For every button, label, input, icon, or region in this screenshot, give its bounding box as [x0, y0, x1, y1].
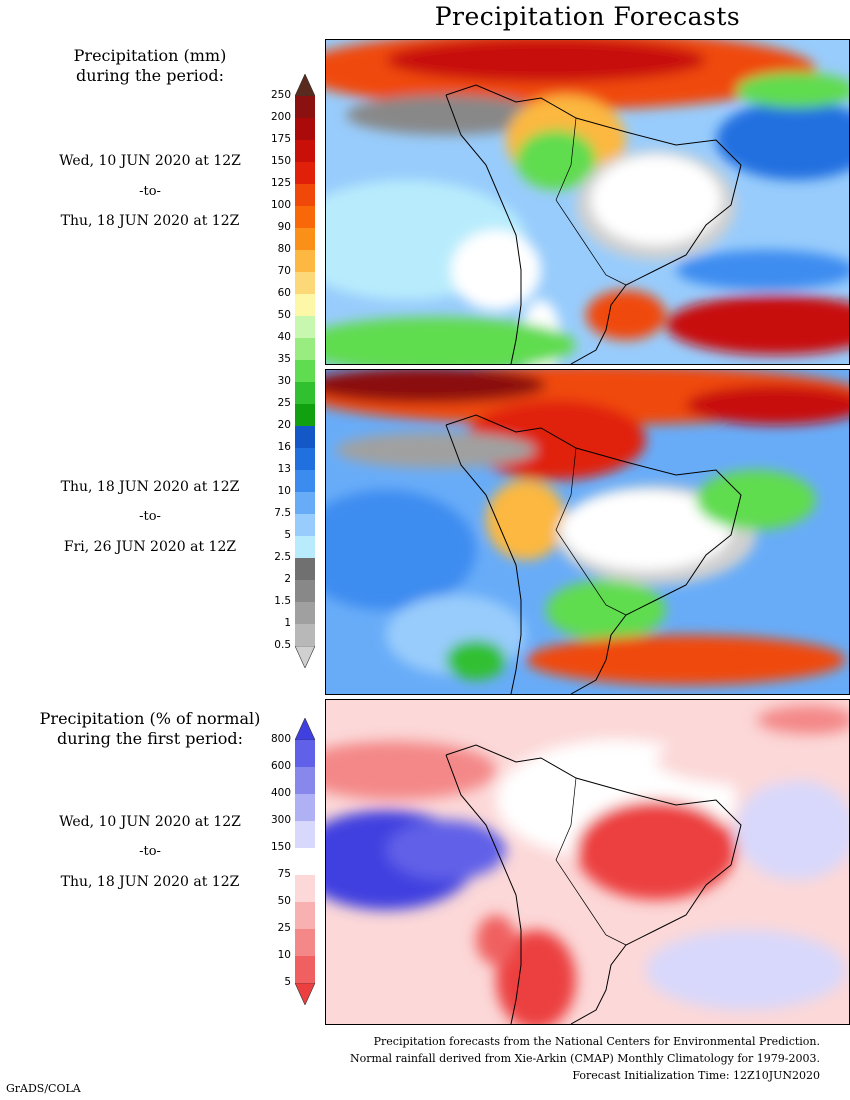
- precip-colorbar-label: 125: [270, 177, 291, 189]
- precip-colorbar-label: 20: [277, 419, 291, 431]
- anomaly-colorbar-label: 25: [277, 922, 291, 934]
- precip-colorbar-cell: [295, 228, 315, 250]
- panel1-separator: -to-: [139, 184, 161, 199]
- panel2-end-date: Fri, 26 JUN 2020 at 12Z: [63, 539, 237, 555]
- precip-colorbar-top-arrow: [295, 74, 315, 96]
- precip-colorbar-cell: [295, 558, 315, 580]
- precip-colorbar-label: 25: [277, 397, 291, 409]
- anomaly-colorbar-label: 800: [270, 733, 291, 745]
- panel1-header: Precipitation (mm) during the period:: [0, 46, 300, 86]
- precip-colorbar-label: 90: [277, 221, 291, 233]
- precip-colorbar-cell: [295, 294, 315, 316]
- footer-init-time: Forecast Initialization Time: 12Z10JUN20…: [572, 1069, 820, 1082]
- precip-colorbar-cell: [295, 272, 315, 294]
- precip-colorbar-cell: [295, 536, 315, 558]
- precip-colorbar-cell: [295, 360, 315, 382]
- anomaly-colorbar-cell: [295, 956, 315, 983]
- precip-colorbar-label: 150: [270, 155, 291, 167]
- precip-colorbar-label: 5: [284, 529, 291, 541]
- precip-map-week2: [325, 369, 850, 695]
- anomaly-colorbar-label: 400: [270, 787, 291, 799]
- precip-colorbar-label: 100: [270, 199, 291, 211]
- precip-colorbar-label: 13: [277, 463, 291, 475]
- anomaly-colorbar-label: 150: [270, 841, 291, 853]
- anomaly-colorbar-label: 50: [277, 895, 291, 907]
- precip-colorbar-cell: [295, 250, 315, 272]
- panel2-start-date: Thu, 18 JUN 2020 at 12Z: [60, 479, 240, 495]
- panel3-start-date: Wed, 10 JUN 2020 at 12Z: [59, 814, 241, 830]
- precip-colorbar-cell: [295, 118, 315, 140]
- precip-colorbar-cell: [295, 404, 315, 426]
- precip-colorbar-cell: [295, 624, 315, 646]
- precip-colorbar-cell: [295, 162, 315, 184]
- precip-anomaly-map: [325, 699, 850, 1025]
- precip-colorbar-cell: [295, 426, 315, 448]
- precip-colorbar-cell: [295, 316, 315, 338]
- precip-colorbar-cell: [295, 338, 315, 360]
- grads-credit: GrADS/COLA: [6, 1082, 81, 1095]
- precip-colorbar-label: 40: [277, 331, 291, 343]
- precip-colorbar-label: 1.5: [274, 595, 291, 607]
- precip-colorbar-label: 35: [277, 353, 291, 365]
- precip-colorbar-cell: [295, 514, 315, 536]
- precip-colorbar-label: 2.5: [274, 551, 291, 563]
- precip-colorbar-label: 250: [270, 89, 291, 101]
- precip-colorbar-label: 10: [277, 485, 291, 497]
- panel3-separator: -to-: [139, 844, 161, 859]
- footer-source-line: Precipitation forecasts from the Nationa…: [373, 1035, 820, 1048]
- panel3-header-line1: Precipitation (% of normal): [39, 709, 261, 728]
- anomaly-colorbar-cell: [295, 902, 315, 929]
- anomaly-colorbar-label: 300: [270, 814, 291, 826]
- precip-colorbar-label: 1: [284, 617, 291, 629]
- anomaly-colorbar-cell: [295, 794, 315, 821]
- panel3-header: Precipitation (% of normal) during the f…: [0, 709, 300, 749]
- anomaly-colorbar-cell: [295, 848, 315, 875]
- precip-colorbar-label: 50: [277, 309, 291, 321]
- precip-colorbar-cell: [295, 140, 315, 162]
- precip-colorbar-label: 0.5: [274, 639, 291, 651]
- panel1-start-date: Wed, 10 JUN 2020 at 12Z: [59, 153, 241, 169]
- precip-colorbar-cell: [295, 470, 315, 492]
- precip-colorbar-cell: [295, 602, 315, 624]
- precip-colorbar-label: 30: [277, 375, 291, 387]
- panel2-separator: -to-: [139, 509, 161, 524]
- precip-colorbar-bottom-arrow: [295, 646, 315, 668]
- precip-colorbar-cell: [295, 184, 315, 206]
- anomaly-colorbar-cell: [295, 875, 315, 902]
- precip-colorbar-cell: [295, 492, 315, 514]
- precip-colorbar-label: 175: [270, 133, 291, 145]
- precip-colorbar-cell: [295, 580, 315, 602]
- precip-colorbar-label: 200: [270, 111, 291, 123]
- precip-colorbar-label: 2: [284, 573, 291, 585]
- anomaly-colorbar-cell: [295, 821, 315, 848]
- panel3-header-line2: during the first period:: [56, 729, 244, 748]
- anomaly-colorbar-label: 5: [284, 976, 291, 988]
- precip-colorbar-cell: [295, 448, 315, 470]
- anomaly-colorbar-cell: [295, 929, 315, 956]
- panel3-end-date: Thu, 18 JUN 2020 at 12Z: [60, 874, 240, 890]
- anomaly-colorbar-label: 75: [277, 868, 291, 880]
- precip-colorbar-label: 16: [277, 441, 291, 453]
- anomaly-colorbar-label: 10: [277, 949, 291, 961]
- anomaly-colorbar-cell: [295, 740, 315, 767]
- anomaly-colorbar-bottom-arrow: [295, 983, 315, 1005]
- anomaly-colorbar-cell: [295, 767, 315, 794]
- precip-colorbar-label: 7.5: [274, 507, 291, 519]
- precip-colorbar-label: 60: [277, 287, 291, 299]
- precip-colorbar-cell: [295, 382, 315, 404]
- precip-colorbar-label: 70: [277, 265, 291, 277]
- page-title: Precipitation Forecasts: [434, 2, 741, 31]
- precip-map-week1: [325, 39, 850, 365]
- footer-climatology-line: Normal rainfall derived from Xie-Arkin (…: [350, 1052, 820, 1065]
- anomaly-colorbar-top-arrow: [295, 718, 315, 740]
- precip-colorbar-cell: [295, 206, 315, 228]
- precip-colorbar-label: 80: [277, 243, 291, 255]
- panel1-end-date: Thu, 18 JUN 2020 at 12Z: [60, 213, 240, 229]
- precip-colorbar-cell: [295, 96, 315, 118]
- anomaly-colorbar-label: 600: [270, 760, 291, 772]
- panel1-header-line2: during the period:: [76, 66, 224, 85]
- panel1-header-line1: Precipitation (mm): [73, 46, 227, 65]
